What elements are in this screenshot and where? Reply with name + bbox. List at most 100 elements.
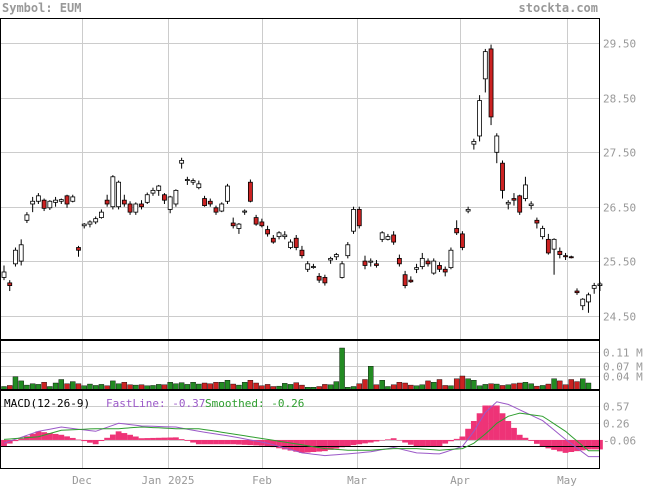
macd-histogram-bar — [436, 439, 443, 446]
candle — [116, 180, 121, 210]
candle — [47, 200, 53, 210]
price-tick-label: 28.50 — [603, 93, 636, 106]
candle-body — [265, 229, 270, 235]
candle-body — [523, 184, 528, 199]
candle — [574, 288, 580, 295]
macd-histogram-bar — [327, 439, 334, 450]
macd-histogram-bar — [167, 437, 174, 440]
volume-tick-label: 0.07 M — [603, 361, 643, 374]
candle — [225, 183, 230, 204]
macd-histogram-bar — [591, 439, 598, 450]
candle — [93, 216, 99, 225]
site-label[interactable]: stockta.com — [519, 1, 598, 15]
candle — [339, 261, 345, 279]
price-tick-label: 27.50 — [603, 147, 636, 160]
macd-histogram-bar — [92, 439, 99, 445]
candle — [322, 274, 328, 286]
candle — [442, 266, 448, 277]
candle-body — [99, 211, 104, 218]
candle-body — [219, 203, 225, 212]
price-tick-label: 25.50 — [603, 256, 636, 269]
candle — [173, 189, 179, 207]
macd-histogram-bar — [138, 438, 145, 440]
candle — [259, 218, 265, 228]
candle-body — [580, 298, 586, 307]
candle — [265, 225, 270, 237]
volume-bar — [465, 378, 471, 391]
macd-histogram-bar — [419, 439, 426, 447]
candle — [81, 223, 87, 229]
candle-body — [328, 257, 334, 261]
macd-histogram-bar — [339, 439, 345, 448]
candle-body — [534, 219, 540, 224]
macd-histogram-bar — [528, 439, 535, 441]
volume-bar — [453, 378, 460, 391]
macd-histogram-bar — [505, 421, 512, 440]
candle-body — [442, 268, 448, 273]
price-tick-label: 24.50 — [603, 311, 636, 324]
candle — [425, 258, 431, 267]
volume-tick-label: 0.04 M — [603, 371, 643, 384]
macd-histogram-bar — [224, 439, 231, 445]
macd-histogram-bar — [442, 439, 449, 444]
candle-body — [591, 285, 597, 289]
candle-body — [184, 179, 190, 181]
candle-body — [202, 198, 207, 207]
macd-histogram-bar — [236, 439, 242, 445]
macd-histogram-bar — [69, 437, 76, 440]
macd-histogram-bar — [6, 439, 13, 444]
candle — [110, 175, 116, 210]
macd-histogram-bar — [402, 439, 408, 443]
candle-body — [1, 271, 7, 278]
candle-body — [247, 181, 253, 202]
candle — [270, 234, 276, 244]
x-tick-label: Apr — [450, 474, 470, 486]
macd-histogram-bar — [64, 436, 70, 440]
candle — [448, 247, 454, 270]
volume-bar — [585, 382, 592, 391]
candle — [351, 206, 356, 234]
candle-body — [242, 210, 248, 213]
macd-histogram-bar — [522, 437, 529, 440]
candle — [99, 209, 104, 219]
candle — [219, 202, 225, 213]
candle-body — [322, 277, 328, 284]
candle-body — [374, 263, 379, 266]
volume-bar — [368, 366, 374, 391]
candle — [18, 239, 24, 266]
volume-bar — [58, 379, 64, 391]
candle — [494, 133, 500, 164]
candle-body — [225, 185, 230, 202]
candle-body — [517, 195, 523, 213]
volume-bar — [396, 382, 403, 391]
volume-bar — [110, 380, 116, 391]
macd-histogram-bar — [499, 413, 506, 440]
macd-histogram-bar — [178, 439, 185, 440]
macd-histogram-bar — [150, 437, 156, 440]
volume-bar — [471, 380, 477, 391]
candle — [179, 157, 185, 169]
candle — [437, 262, 442, 272]
candle — [540, 225, 546, 240]
macd-histogram-bar — [350, 439, 357, 446]
candle-body — [288, 241, 293, 248]
candle — [311, 263, 316, 269]
macd-histogram-bar — [247, 439, 254, 446]
x-tick-label: Mar — [347, 474, 367, 486]
macd-histogram-bar — [390, 438, 397, 440]
candle — [505, 200, 511, 210]
candle-body — [70, 196, 76, 202]
candle-body — [488, 48, 494, 118]
volume-bar — [121, 382, 128, 391]
macd-histogram-bar — [373, 439, 380, 442]
candle — [482, 48, 488, 93]
macd-histogram-bar — [207, 439, 214, 445]
price-panel-frame — [0, 18, 600, 340]
candle-body — [139, 203, 144, 208]
macd-tick-label: -0.06 — [603, 435, 636, 448]
candle-body — [316, 275, 322, 281]
candle — [202, 195, 207, 207]
candle — [144, 192, 150, 204]
macd-histogram-bar — [482, 405, 489, 440]
macd-histogram-bar — [356, 439, 363, 445]
